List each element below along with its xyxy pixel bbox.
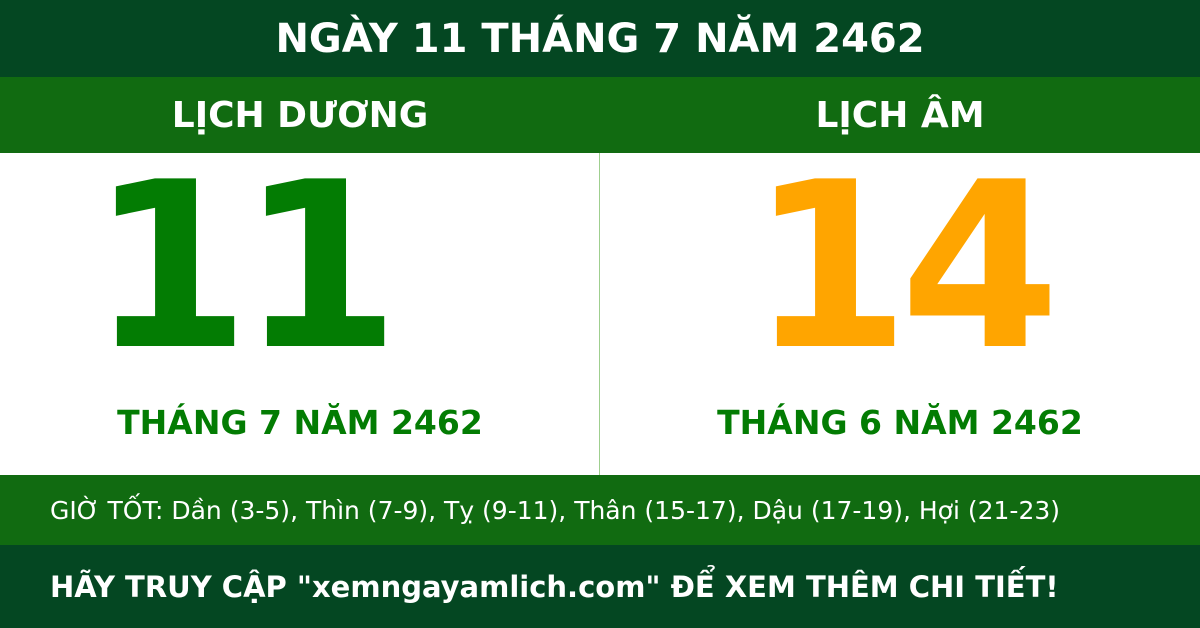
lunar-panel: 14 THÁNG 6 NĂM 2462 (600, 153, 1200, 475)
solar-day: 11 (89, 134, 400, 401)
divider (599, 153, 600, 475)
solar-label: LỊCH DƯƠNG (171, 94, 429, 136)
lunar-label: LỊCH ÂM (815, 94, 985, 136)
solar-panel: 11 THÁNG 7 NĂM 2462 (0, 153, 600, 475)
lunar-month-year: THÁNG 6 NĂM 2462 (717, 403, 1083, 442)
solar-month-year: THÁNG 7 NĂM 2462 (117, 403, 483, 442)
good-hours: GIỜ TỐT: Dần (3-5), Thìn (7-9), Tỵ (9-11… (0, 475, 1200, 545)
calendar-headers: LỊCH DƯƠNG LỊCH ÂM (0, 77, 1200, 153)
page-title: NGÀY 11 THÁNG 7 NĂM 2462 (0, 0, 1200, 77)
lunar-day: 14 (749, 134, 1060, 401)
footer-cta: HÃY TRUY CẬP "xemngayamlich.com" ĐỂ XEM … (0, 545, 1200, 628)
